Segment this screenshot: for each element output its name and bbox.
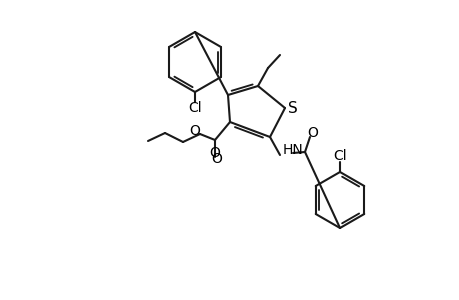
Text: O: O	[209, 146, 220, 160]
Text: Cl: Cl	[188, 101, 202, 115]
Text: HN: HN	[282, 143, 303, 157]
Text: O: O	[189, 124, 200, 138]
Text: S: S	[287, 100, 297, 116]
Text: O: O	[307, 126, 318, 140]
Text: Cl: Cl	[332, 149, 346, 163]
Text: O: O	[211, 152, 222, 166]
